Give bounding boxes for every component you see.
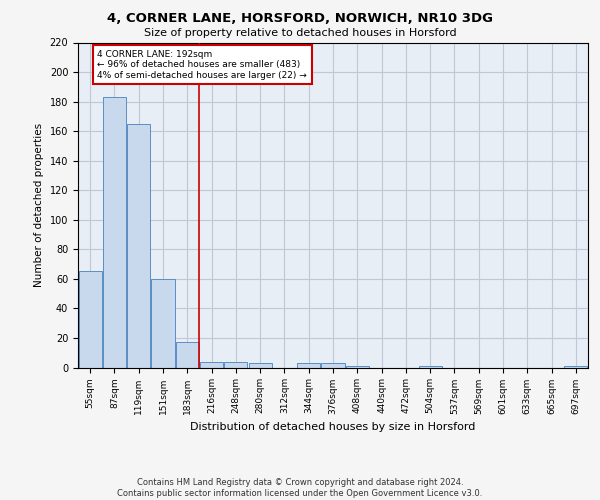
Bar (151, 279, 175, 368)
Bar (248, 363, 272, 368)
Y-axis label: Number of detached properties: Number of detached properties (34, 123, 44, 287)
Text: 4, CORNER LANE, HORSFORD, NORWICH, NR10 3DG: 4, CORNER LANE, HORSFORD, NORWICH, NR10 … (107, 12, 493, 26)
Bar (419, 366, 442, 368)
Bar (176, 342, 199, 367)
Bar (322, 363, 344, 368)
Bar (224, 362, 247, 368)
Text: Size of property relative to detached houses in Horsford: Size of property relative to detached ho… (143, 28, 457, 38)
Bar (297, 363, 320, 368)
Bar (79, 272, 101, 368)
Bar (103, 97, 126, 367)
Bar (346, 366, 369, 368)
Bar (565, 366, 587, 368)
X-axis label: Distribution of detached houses by size in Horsford: Distribution of detached houses by size … (190, 422, 476, 432)
Text: Contains HM Land Registry data © Crown copyright and database right 2024.
Contai: Contains HM Land Registry data © Crown c… (118, 478, 482, 498)
Text: 4 CORNER LANE: 192sqm
← 96% of detached houses are smaller (483)
4% of semi-deta: 4 CORNER LANE: 192sqm ← 96% of detached … (97, 50, 307, 80)
Bar (200, 362, 223, 368)
Bar (127, 124, 150, 368)
